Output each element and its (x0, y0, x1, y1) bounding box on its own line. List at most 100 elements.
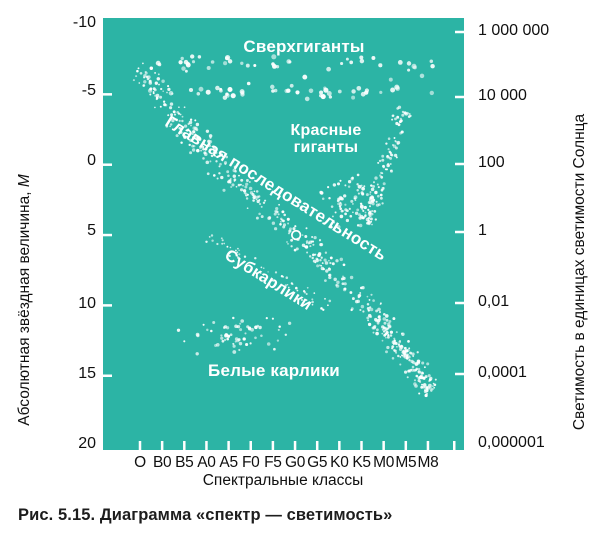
star-dot (401, 332, 403, 335)
star-dot (215, 85, 220, 91)
x-tick (183, 441, 186, 450)
star-dot (271, 317, 274, 320)
star-dot (220, 336, 224, 340)
star-dot (335, 284, 340, 288)
star-dot (388, 150, 392, 154)
star-dot (328, 273, 331, 277)
star-dot (368, 298, 371, 301)
star-dot (300, 298, 303, 302)
star-dot (265, 316, 268, 320)
star-dot (155, 93, 160, 98)
star-dot (273, 88, 278, 93)
star-dot (344, 184, 347, 187)
star-dot (207, 140, 210, 143)
star-dot (379, 303, 382, 305)
star-dot (308, 88, 314, 94)
star-dot (281, 210, 285, 214)
star-dot (231, 183, 235, 187)
star-dot (223, 338, 227, 341)
star-dot (433, 386, 436, 389)
y-left-tick-label: 5 (87, 222, 96, 239)
star-dot (285, 276, 289, 279)
star-dot (274, 271, 278, 274)
star-dot (286, 241, 288, 243)
star-dot (202, 323, 205, 326)
star-dot (397, 354, 400, 358)
star-dot (206, 65, 211, 71)
star-dot (389, 330, 394, 334)
star-dot (194, 119, 197, 122)
star-dot (356, 85, 362, 91)
star-dot (379, 196, 383, 200)
star-dot (179, 130, 183, 134)
star-dot (409, 351, 413, 355)
star-dot (205, 89, 211, 95)
star-dot (143, 80, 147, 84)
star-dot (198, 137, 202, 141)
star-dot (290, 245, 293, 248)
star-dot (202, 147, 205, 151)
star-dot (169, 102, 174, 106)
star-dot (319, 191, 324, 195)
star-dot (326, 66, 331, 72)
star-dot (225, 93, 230, 98)
star-dot (308, 255, 312, 258)
star-dot (353, 197, 356, 200)
star-dot (328, 299, 332, 303)
star-dot (411, 365, 415, 369)
star-dot (226, 337, 229, 341)
star-dot (395, 121, 399, 126)
star-dot (183, 106, 186, 109)
x-tick-label: M8 (417, 454, 439, 471)
star-dot (242, 184, 244, 187)
star-dot (311, 303, 314, 306)
star-dot (324, 261, 329, 265)
star-dot (403, 111, 407, 115)
star-dot (394, 84, 400, 90)
star-dot (287, 232, 291, 235)
star-dot (374, 176, 378, 180)
star-dot (370, 196, 375, 200)
star-dot (286, 217, 290, 221)
star-dot (359, 58, 365, 64)
star-dot (349, 291, 353, 294)
star-dot (258, 212, 261, 216)
star-dot (394, 349, 397, 353)
star-dot (433, 383, 437, 387)
star-dot (417, 379, 421, 383)
star-dot (305, 293, 308, 295)
star-dot (154, 94, 157, 97)
scatter-plot-canvas (103, 30, 464, 450)
star-dot (333, 221, 336, 224)
star-dot (161, 79, 165, 84)
star-dot (171, 118, 175, 123)
star-dot (230, 185, 233, 189)
x-tick-label: M5 (395, 454, 417, 471)
star-dot (409, 114, 412, 118)
star-dot (191, 144, 195, 148)
y-right-tick-label: 1 (478, 222, 487, 239)
star-dot (232, 344, 236, 348)
star-dot (389, 334, 393, 337)
star-dot (387, 148, 390, 151)
star-dot (356, 224, 360, 227)
star-dot (390, 153, 394, 157)
star-dot (239, 328, 243, 332)
star-dot (386, 335, 390, 339)
star-dot (206, 328, 209, 332)
star-dot (139, 71, 143, 75)
star-dot (326, 91, 332, 96)
star-dot (383, 321, 387, 325)
star-dot (323, 87, 329, 93)
star-dot (165, 124, 169, 128)
x-tick-label: B0 (152, 454, 172, 471)
star-dot (369, 307, 374, 312)
star-dot (336, 182, 341, 186)
star-dot (341, 282, 345, 286)
star-dot (376, 194, 380, 198)
star-dot (203, 151, 207, 155)
star-dot (226, 245, 229, 248)
star-dot (399, 356, 402, 358)
star-dot (188, 87, 194, 93)
star-dot (216, 177, 219, 180)
